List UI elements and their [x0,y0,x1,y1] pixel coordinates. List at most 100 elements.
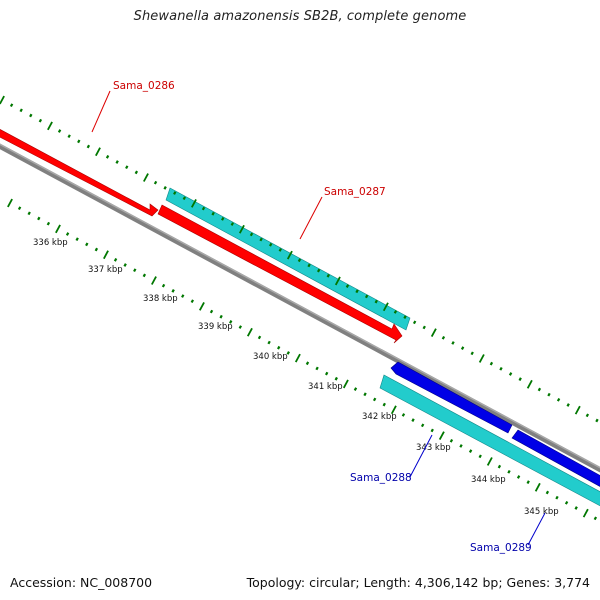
minor-tick [374,299,378,304]
minor-tick [85,242,89,247]
major-tick [526,379,533,389]
minor-tick [411,418,415,422]
minor-tick [593,516,598,521]
major-tick [95,147,101,157]
tick-row-lower [7,198,598,521]
minor-tick [201,206,206,211]
minor-tick [393,310,398,314]
minor-tick [94,247,99,252]
minor-tick [46,221,51,226]
tick-label: 341 kbp [308,382,343,392]
minor-tick [142,273,147,278]
minor-tick [430,428,434,433]
major-tick [574,405,581,415]
major-tick [55,224,61,234]
gene-leader-sama-0287 [299,196,323,240]
minor-tick [259,237,263,242]
tick-label: 336 kbp [33,238,68,248]
cds-arrow-sama-0288[interactable] [390,361,513,434]
tick-label: 342 kbp [362,412,397,422]
minor-tick [451,341,455,345]
gene-label-sama-0289[interactable]: Sama_0289 [470,542,532,554]
minor-tick [37,216,41,221]
major-tick [238,224,245,234]
minor-tick [401,413,406,417]
minor-tick [105,155,110,159]
minor-tick [238,325,242,329]
minor-tick [65,232,70,236]
minor-tick [364,294,369,299]
tick-labels: 336 kbp 337 kbp 338 kbp 339 kbp 340 kbp … [33,238,559,517]
minor-tick [353,387,358,391]
cds-arrow-sama-0287[interactable] [157,204,403,344]
minor-tick [277,345,281,350]
major-tick [190,199,197,208]
major-tick [151,276,157,285]
minor-tick [307,263,311,268]
gene-label-sama-0288[interactable]: Sama_0288 [350,472,412,484]
major-tick [294,353,301,363]
minor-tick [125,165,129,170]
minor-tick [67,134,71,139]
minor-tick [269,242,273,247]
minor-tick [19,108,23,113]
tick-label: 344 kbp [471,475,506,485]
minor-tick [86,144,91,149]
genome-summary: Topology: circular; Length: 4,306,142 bp… [246,575,590,590]
minor-tick [345,284,350,288]
minor-tick [420,423,425,428]
major-tick [382,302,389,312]
major-tick [582,508,589,518]
tick-row-upper [0,95,599,423]
minor-tick [257,335,262,340]
tick-label: 337 kbp [88,265,123,275]
major-tick [342,379,349,389]
minor-tick [163,186,167,190]
minor-tick [230,222,234,226]
tick-label: 338 kbp [143,294,178,304]
minor-tick [403,315,407,319]
minor-tick [545,490,550,495]
minor-tick [297,258,302,263]
minor-tick [556,397,561,402]
cds-arrow-sama-0289[interactable] [511,429,600,492]
major-tick [103,250,109,260]
minor-tick [153,180,158,185]
minor-tick [316,268,321,273]
minor-tick [516,475,521,479]
minor-tick [326,273,330,278]
major-tick [143,173,149,182]
minor-tick [171,289,175,293]
gene-label-sama-0286[interactable]: Sama_0286 [113,80,175,92]
minor-tick [585,413,590,418]
gene-label-sama-0287[interactable]: Sama_0287 [324,186,386,198]
minor-tick [507,469,511,474]
feature-band-lower [379,374,600,507]
cds-arrow-sama-0286[interactable] [0,124,159,217]
tick-label: 340 kbp [253,352,288,362]
gene-leader-sama-0289 [527,512,546,546]
minor-tick [123,263,127,267]
minor-tick [278,248,282,252]
major-tick [486,457,493,466]
minor-tick [9,103,14,108]
major-tick [430,328,437,338]
minor-tick [468,449,473,453]
minor-tick [382,402,386,407]
minor-tick [229,320,233,324]
minor-tick [518,377,522,381]
minor-tick [133,268,137,273]
minor-tick [478,454,482,459]
major-tick [334,276,341,286]
gene-leader-sama-0286 [91,90,111,133]
minor-tick [267,340,271,345]
minor-tick [355,289,359,294]
minor-tick [249,232,254,237]
map-title: Shewanella amazonensis SB2B, complete ge… [133,9,467,24]
tick-label: 339 kbp [198,322,233,332]
minor-tick [113,258,118,262]
minor-tick [221,217,225,221]
minor-tick [305,361,310,366]
minor-tick [547,392,551,397]
minor-tick [17,206,22,211]
